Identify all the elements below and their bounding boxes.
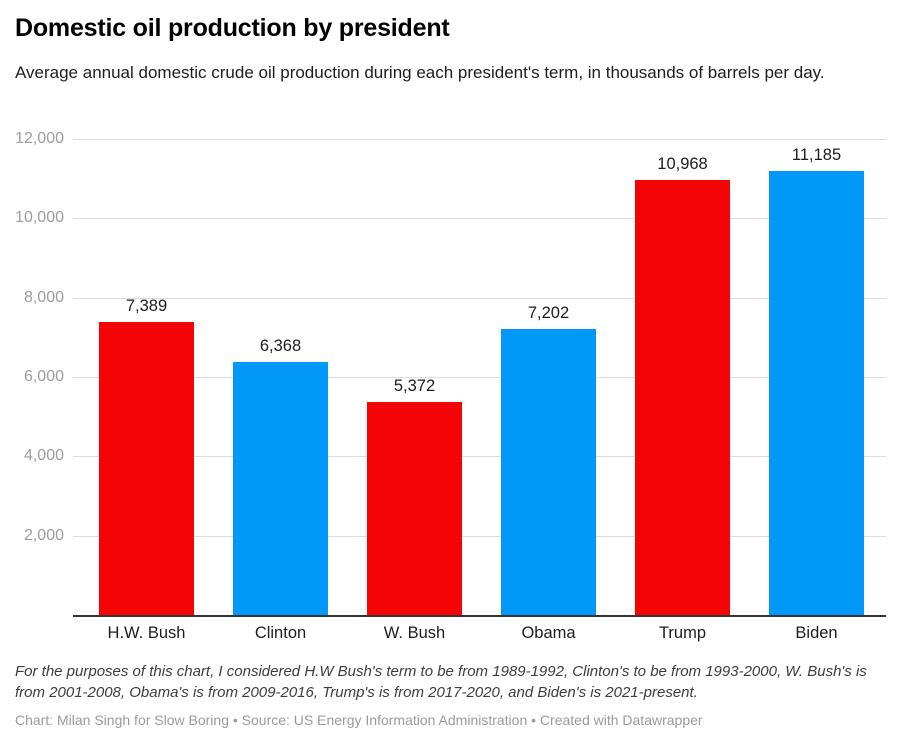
y-tick-label: 2,000 [23, 526, 64, 544]
y-tick-label: 6,000 [23, 368, 64, 385]
bar-biden [769, 171, 864, 615]
bar-w-bush [367, 401, 462, 615]
bar-value-label: 5,372 [393, 376, 436, 395]
bar-value-label: 11,185 [791, 146, 842, 165]
x-tick-label: W. Bush [383, 624, 446, 642]
y-tick-label: 4,000 [23, 447, 64, 465]
page-title: Domestic oil production by president [15, 14, 450, 42]
bar-clinton [233, 362, 328, 615]
x-tick-label: Obama [521, 624, 576, 642]
x-tick-label: Biden [795, 624, 838, 642]
y-tick-label: 8,000 [23, 288, 64, 306]
gridline [73, 377, 886, 378]
gridline [73, 297, 886, 299]
plot-area: 7,389 6,368 5,372 7,202 10,968 11,185 [73, 139, 886, 617]
bar-trump [635, 179, 730, 615]
bar-value-label: 7,389 [125, 296, 168, 315]
bar-value-label: 10,968 [657, 154, 708, 173]
y-axis-labels: 2,000 4,000 6,000 8,000 10,000 12,000 [0, 130, 64, 615]
bar-obama [501, 329, 596, 615]
x-axis-labels: H.W. Bush Clinton W. Bush Obama Trump Biden [73, 624, 886, 648]
credit-line: Chart: Milan Singh for Slow Boring • Sou… [15, 712, 703, 728]
gridline [73, 535, 886, 537]
footnote: For the purposes of this chart, I consid… [15, 663, 867, 702]
x-tick-label: Clinton [254, 624, 307, 642]
bar-h-w-bush [99, 321, 194, 615]
gridline [73, 139, 886, 140]
x-tick-label: Trump [658, 624, 707, 642]
x-tick-label: H.W. Bush [107, 624, 186, 642]
y-tick-label: 12,000 [15, 130, 64, 147]
gridline [73, 456, 886, 458]
chart-subtitle: Average annual domestic crude oil produc… [15, 63, 825, 82]
y-tick-label: 10,000 [15, 209, 64, 227]
gridline [73, 218, 886, 220]
bar-value-label: 7,202 [527, 304, 570, 323]
bar-value-label: 6,368 [259, 337, 302, 356]
